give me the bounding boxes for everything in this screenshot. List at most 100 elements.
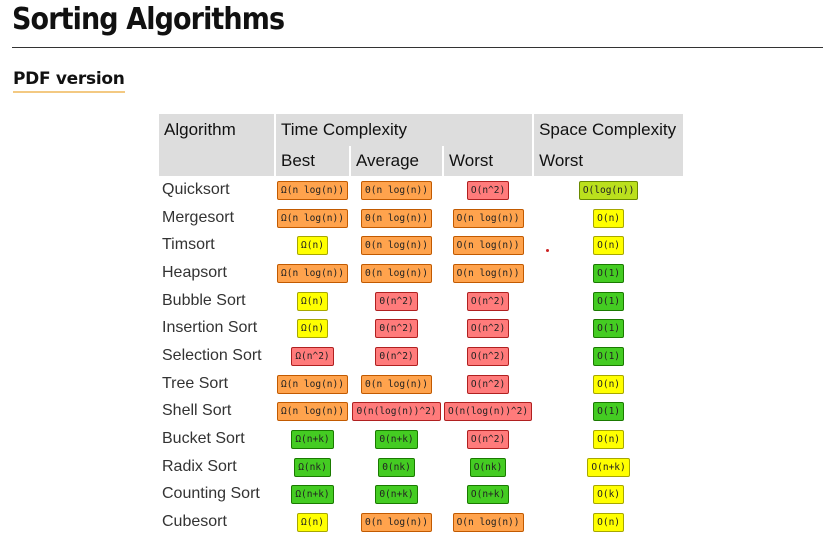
worst-complexity-badge: O(n^2): [466, 346, 510, 366]
average-complexity-badge: Θ(nk): [378, 457, 415, 477]
table-row: Radix Sort Ω(nk) Θ(nk) O(nk) O(n+k): [159, 453, 683, 481]
table-row: Bubble Sort Ω(n) Θ(n^2) O(n^2) O(1): [159, 287, 683, 315]
space-complexity-badge: O(log(n)): [578, 180, 639, 200]
algorithm-name: Insertion Sort: [162, 319, 258, 337]
average-complexity-badge: Θ(n log(n)): [361, 263, 432, 283]
header-worst: Worst: [444, 146, 533, 176]
best-cell: Ω(n): [276, 287, 349, 315]
worst-cell: O(n^2): [444, 176, 532, 204]
space-complexity-badge: O(1): [593, 263, 625, 283]
worst-complexity-badge: O(n log(n)): [452, 263, 524, 283]
average-complexity-badge: Θ(n^2): [375, 346, 418, 366]
space-complexity-badge: O(n+k): [587, 457, 630, 477]
space-complexity-badge: O(1): [593, 291, 625, 311]
best-cell: Ω(n log(n)): [276, 370, 349, 398]
average-complexity-badge: Θ(n(log(n))^2): [352, 402, 441, 422]
worst-complexity-badge: O(n log(n)): [452, 208, 524, 228]
title-divider: [12, 47, 823, 48]
algorithm-name: Timsort: [162, 236, 215, 254]
worst-complexity-badge: O(n log(n)): [452, 513, 524, 533]
worst-cell: O(n(log(n))^2): [444, 398, 533, 426]
space-complexity-badge: O(n): [593, 208, 625, 228]
best-cell: Ω(n log(n)): [276, 204, 349, 232]
table-row: Shell Sort Ω(n log(n)) Θ(n(log(n))^2) O(n(l…: [159, 398, 683, 426]
header-algorithm: Algorithm: [159, 114, 274, 146]
best-cell: Ω(n+k): [276, 425, 349, 453]
space-cell: O(n): [534, 204, 683, 232]
table-row: Insertion Sort Ω(n) Θ(n^2) O(n^2) O(1): [159, 314, 683, 342]
space-cell: O(n): [534, 370, 683, 398]
algorithm-name: Selection Sort: [162, 346, 262, 364]
worst-complexity-badge: O(n(log(n))^2): [444, 402, 533, 422]
space-cell: O(k): [534, 481, 683, 509]
best-complexity-badge: Ω(nk): [294, 457, 331, 477]
space-cell: O(1): [534, 287, 683, 315]
algorithm-name: Tree Sort: [162, 374, 229, 392]
space-cell: O(n+k): [534, 453, 683, 481]
worst-cell: O(n log(n)): [444, 231, 532, 259]
pdf-version-link[interactable]: PDF version: [13, 69, 125, 93]
table-row: Counting Sort Ω(n+k) Θ(n+k) O(n+k) O(k): [159, 481, 683, 509]
space-cell: O(n): [534, 231, 683, 259]
best-cell: Ω(n^2): [276, 342, 349, 370]
average-complexity-badge: Θ(n^2): [375, 319, 418, 339]
average-cell: Θ(n log(n)): [351, 176, 442, 204]
worst-cell: O(n^2): [444, 314, 532, 342]
best-cell: Ω(n log(n)): [276, 398, 349, 426]
space-complexity-badge: O(1): [593, 402, 625, 422]
table-row: Tree Sort Ω(n log(n)) Θ(n log(n)) O(n^2) O(n…: [159, 370, 683, 398]
space-cell: O(log(n)): [534, 176, 683, 204]
algorithm-name: Shell Sort: [162, 402, 232, 420]
best-cell: Ω(nk): [276, 453, 349, 481]
table-row: Mergesort Ω(n log(n)) Θ(n log(n)) O(n log(n…: [159, 204, 683, 232]
best-cell: Ω(n+k): [276, 481, 349, 509]
algorithm-name: Quicksort: [162, 180, 230, 198]
best-complexity-badge: Ω(n): [297, 236, 328, 256]
worst-complexity-badge: O(n^2): [466, 430, 510, 450]
best-cell: Ω(n log(n)): [276, 176, 349, 204]
algorithm-name: Bubble Sort: [162, 291, 246, 309]
average-complexity-badge: Θ(n log(n)): [361, 236, 432, 256]
worst-complexity-badge: O(n+k): [466, 485, 510, 505]
worst-cell: O(n^2): [444, 370, 532, 398]
best-complexity-badge: Ω(n+k): [291, 430, 334, 450]
space-cell: O(n): [534, 508, 683, 536]
worst-cell: O(nk): [444, 453, 532, 481]
average-cell: Θ(n+k): [351, 425, 442, 453]
header-time-complexity: Time Complexity: [276, 114, 533, 146]
best-cell: Ω(n log(n)): [276, 259, 349, 287]
header-space-complexity: Space Complexity: [534, 114, 684, 146]
average-complexity-badge: Θ(n+k): [375, 485, 418, 505]
best-complexity-badge: Ω(n): [297, 513, 328, 533]
space-cell: O(n): [534, 425, 683, 453]
average-complexity-badge: Θ(n log(n)): [361, 180, 432, 200]
header-empty: [159, 146, 274, 176]
best-complexity-badge: Ω(n+k): [291, 485, 334, 505]
table-row: Bucket Sort Ω(n+k) Θ(n+k) O(n^2) O(n): [159, 425, 683, 453]
worst-complexity-badge: O(n log(n)): [452, 236, 524, 256]
algorithm-name: Bucket Sort: [162, 430, 245, 448]
space-complexity-badge: O(n): [593, 513, 625, 533]
table-row: Cubesort Ω(n) Θ(n log(n)) O(n log(n)) O(n): [159, 508, 683, 536]
average-complexity-badge: Θ(n log(n)): [361, 374, 432, 394]
average-cell: Θ(n log(n)): [351, 259, 442, 287]
space-complexity-badge: O(1): [593, 319, 625, 339]
average-complexity-badge: Θ(n log(n)): [361, 513, 432, 533]
average-cell: Θ(n log(n)): [351, 204, 442, 232]
best-complexity-badge: Ω(n): [297, 291, 328, 311]
worst-complexity-badge: O(n^2): [466, 180, 510, 200]
best-cell: Ω(n): [276, 314, 349, 342]
worst-complexity-badge: O(n^2): [466, 291, 510, 311]
header-average: Average: [351, 146, 442, 176]
table-row: Quicksort Ω(n log(n)) Θ(n log(n)) O(n^2) O(l…: [159, 176, 683, 204]
table-row: Timsort Ω(n) Θ(n log(n)) O(n log(n)) O(n): [159, 231, 683, 259]
best-complexity-badge: Ω(n log(n)): [277, 374, 348, 394]
algorithm-name: Heapsort: [162, 263, 227, 281]
algorithm-name: Cubesort: [162, 513, 227, 531]
worst-complexity-badge: O(nk): [469, 457, 507, 477]
space-complexity-badge: O(k): [593, 485, 625, 505]
space-cell: O(1): [534, 398, 683, 426]
page-title: Sorting Algorithms: [12, 2, 285, 37]
table-row: Heapsort Ω(n log(n)) Θ(n log(n)) O(n log(n)…: [159, 259, 683, 287]
worst-cell: O(n log(n)): [444, 508, 532, 536]
